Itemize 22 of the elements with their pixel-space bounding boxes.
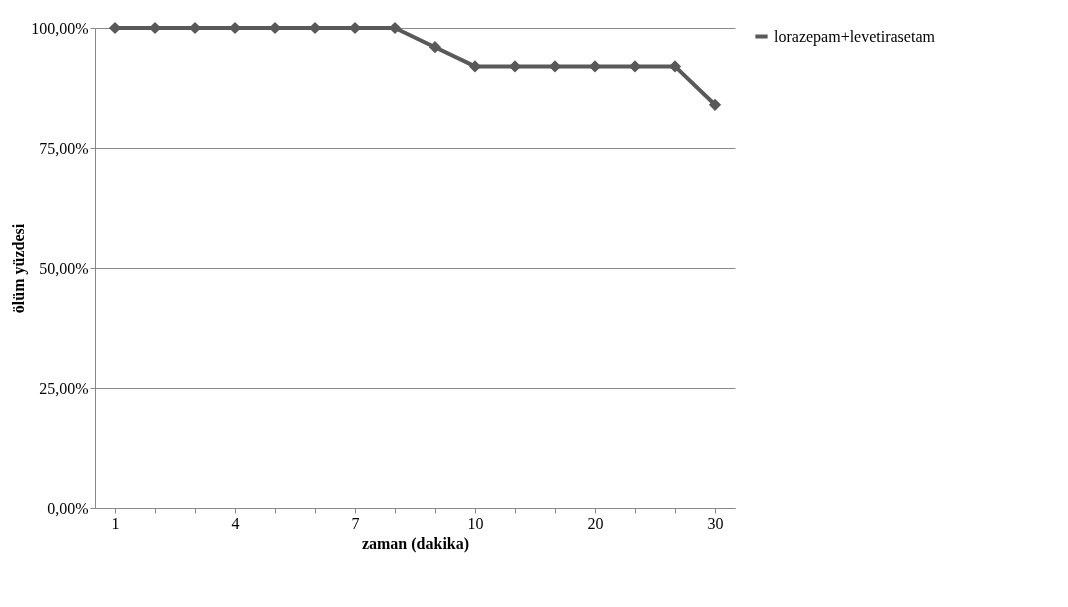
x-axis-title: zaman (dakika) bbox=[361, 534, 470, 553]
x-tick-label: 10 bbox=[467, 514, 484, 532]
y-tick-label: 100,00% bbox=[31, 19, 89, 37]
point bbox=[588, 60, 602, 73]
y-tick-label: 0,00% bbox=[47, 499, 89, 517]
point bbox=[428, 41, 442, 54]
x-tick-label: 7 bbox=[351, 514, 360, 532]
legend-label: lorazepam+levetirasetam bbox=[774, 27, 936, 46]
x-tick-label: 20 bbox=[587, 514, 604, 532]
y-tick-label: 25,00% bbox=[39, 379, 89, 397]
y-axis-title: ölüm yüzdesi bbox=[10, 223, 29, 314]
point bbox=[628, 60, 642, 73]
x-tick-label: 30 bbox=[707, 514, 724, 532]
point bbox=[468, 60, 482, 73]
point bbox=[708, 98, 722, 111]
point bbox=[508, 60, 522, 73]
point bbox=[668, 60, 682, 73]
point bbox=[548, 60, 562, 73]
x-tick-label: 4 bbox=[231, 514, 240, 532]
x-tick-label: 1 bbox=[111, 514, 120, 532]
y-tick-label: 75,00% bbox=[39, 139, 89, 157]
y-tick-label: 50,00% bbox=[39, 259, 89, 277]
